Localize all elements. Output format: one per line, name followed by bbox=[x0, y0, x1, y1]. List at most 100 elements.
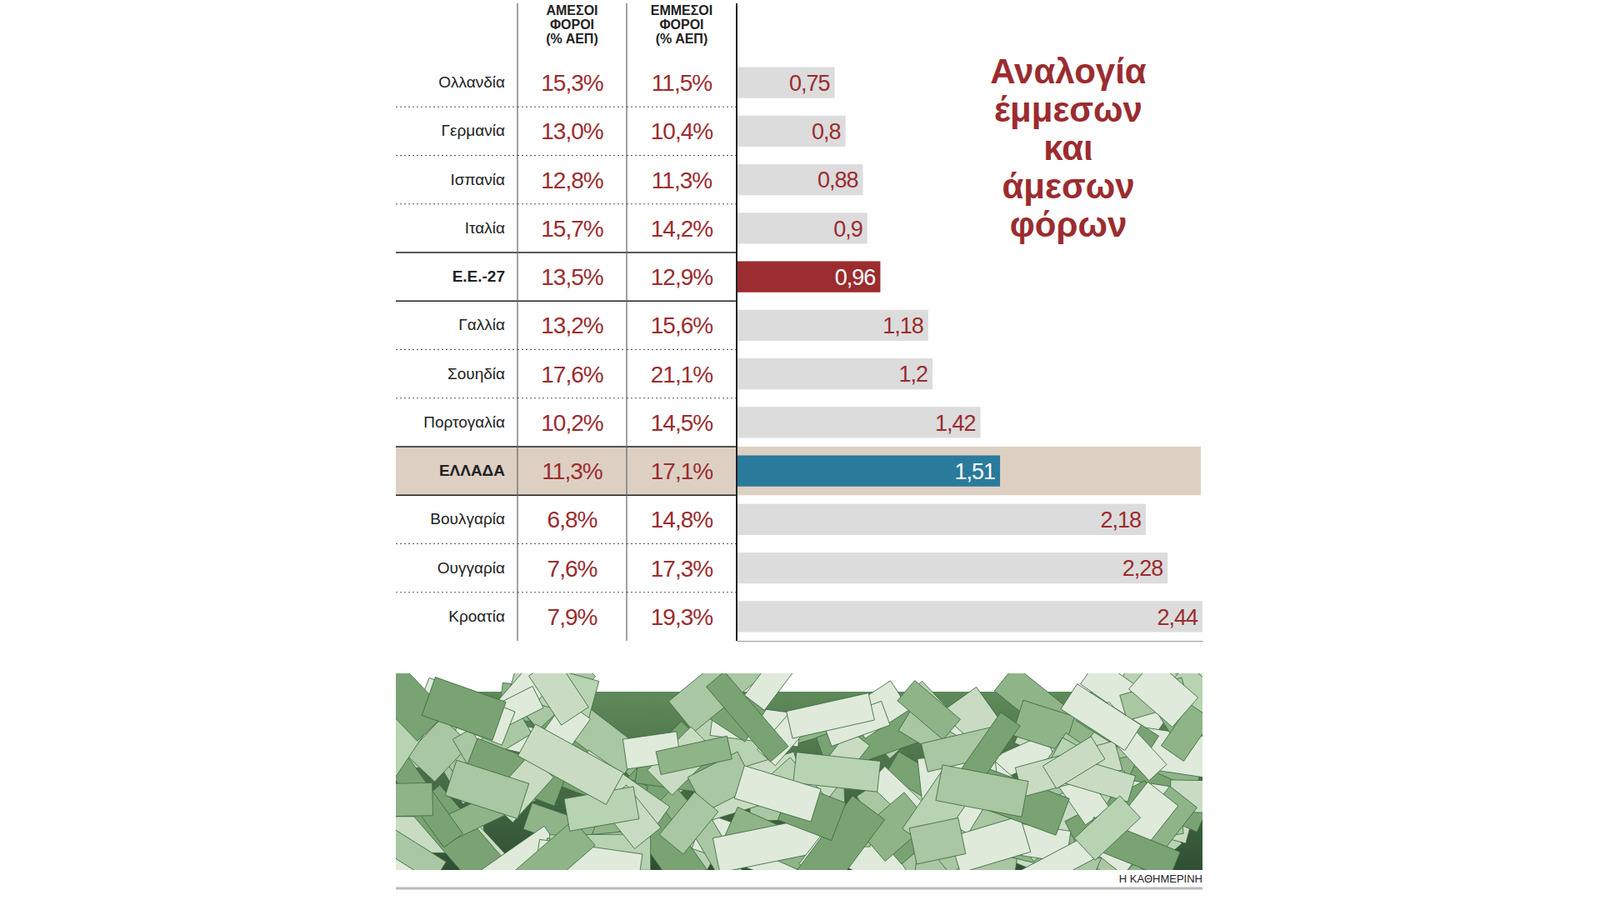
table-value: 15,3% bbox=[540, 70, 603, 96]
decoration bbox=[445, 760, 529, 819]
decoration bbox=[744, 673, 799, 710]
table-value: 17,3% bbox=[650, 555, 713, 582]
row-separators bbox=[395, 106, 737, 593]
row-separator bbox=[626, 591, 737, 593]
row-separator bbox=[626, 397, 737, 399]
data-label: 2,44 bbox=[1156, 605, 1199, 630]
source-rule bbox=[395, 887, 1203, 890]
row-separator bbox=[395, 543, 518, 545]
column-values: 15,3%13,0%12,8%15,7%13,5%13,2%17,6%10,2%… bbox=[540, 70, 603, 630]
bar bbox=[737, 212, 868, 244]
decoration bbox=[529, 673, 590, 725]
table-value: 13,5% bbox=[540, 264, 603, 290]
row-separator bbox=[395, 591, 518, 593]
row-separator bbox=[395, 106, 518, 108]
row-separator bbox=[395, 494, 737, 496]
decoration bbox=[897, 680, 961, 740]
column-header: ΑΜΕΣΟΙΦΟΡΟΙ(% ΑΕΠ) bbox=[545, 3, 599, 46]
bar bbox=[737, 164, 864, 195]
category-axis: Ολλανδία Γερμανία Ισπανία Ιταλία Ε.Ε.-27 Γαλλ… bbox=[423, 59, 505, 642]
column-lines bbox=[517, 3, 737, 641]
row-separator bbox=[626, 543, 737, 545]
decoration bbox=[935, 765, 1029, 817]
tick: ΕΛΛΑΔΑ bbox=[439, 461, 505, 480]
table-value: 13,0% bbox=[540, 118, 603, 145]
decoration bbox=[659, 791, 719, 855]
row-separator bbox=[395, 203, 518, 205]
data-labels: 0,750,80,880,90,961,181,21,421,512,182,2… bbox=[789, 70, 1199, 630]
column-values: 11,5%10,4%11,3%14,2%12,9%15,6%21,1%14,5%… bbox=[650, 70, 713, 630]
tick: Γαλλία bbox=[458, 315, 505, 334]
tick: Σουηδία bbox=[447, 365, 505, 383]
row-separator bbox=[517, 155, 627, 156]
bar bbox=[737, 455, 1000, 486]
row-separator bbox=[517, 203, 627, 205]
row-separator bbox=[626, 106, 737, 108]
table-value: 7,6% bbox=[547, 555, 598, 582]
category-label: Πορτογαλία bbox=[423, 413, 505, 431]
decoration bbox=[421, 677, 506, 741]
category-label: Σουηδία bbox=[447, 365, 505, 383]
row-separator bbox=[395, 349, 518, 350]
bar bbox=[737, 66, 835, 98]
title: Αναλογίαέμμεσωνκαιάμεσωνφόρων bbox=[990, 51, 1146, 245]
tick: Ε.Ε.-27 bbox=[452, 267, 505, 285]
row-separator bbox=[626, 155, 737, 156]
row-separator bbox=[517, 591, 627, 593]
bar bbox=[737, 600, 1203, 632]
tick: Ουγγαρία bbox=[437, 559, 505, 577]
table-value: 6,8% bbox=[547, 506, 598, 533]
data-label: 1,2 bbox=[899, 361, 929, 387]
data-label: 1,18 bbox=[882, 313, 924, 339]
bar bbox=[737, 310, 929, 341]
table-value: 17,6% bbox=[540, 361, 603, 388]
row-separator bbox=[517, 397, 627, 399]
decoration bbox=[734, 765, 821, 822]
tick: Ιταλία bbox=[465, 219, 505, 237]
tick: Γερμανία bbox=[441, 121, 505, 140]
category-label: Γερμανία bbox=[441, 121, 505, 140]
row-separator bbox=[517, 106, 627, 108]
data-label: 0,75 bbox=[789, 70, 830, 96]
column-line bbox=[625, 3, 627, 641]
decoration bbox=[415, 677, 515, 745]
row-separator bbox=[626, 349, 737, 350]
column-line bbox=[735, 3, 738, 641]
bar bbox=[737, 504, 1146, 535]
category-label: Ουγγαρία bbox=[437, 559, 505, 577]
decoration bbox=[1074, 795, 1140, 860]
row-highlight bbox=[395, 446, 1201, 495]
table-value: 13,2% bbox=[540, 312, 603, 339]
row-separator bbox=[395, 445, 737, 448]
category-label: Ιταλία bbox=[465, 219, 505, 237]
axis-line bbox=[737, 640, 1204, 642]
category-label: Γαλλία bbox=[458, 315, 505, 334]
source: Η ΚΑΘΗΜΕΡΙΝΗ bbox=[1119, 872, 1203, 885]
axis-line bbox=[505, 59, 506, 642]
decoration bbox=[1060, 684, 1141, 751]
data-label: 0,8 bbox=[811, 119, 841, 145]
row-separator bbox=[517, 543, 627, 545]
table-value: 12,8% bbox=[540, 167, 603, 194]
tick: Ολλανδία bbox=[438, 73, 505, 91]
decoration bbox=[348, 644, 1233, 900]
table-value: 14,2% bbox=[650, 215, 713, 242]
table-value: 12,9% bbox=[650, 264, 713, 290]
table-value: 14,8% bbox=[650, 506, 713, 533]
row-separator bbox=[395, 251, 737, 254]
row-separator bbox=[395, 300, 737, 302]
data-label: 1,42 bbox=[935, 410, 976, 436]
bar bbox=[737, 115, 846, 147]
row-separator bbox=[517, 349, 627, 350]
table-value: 15,7% bbox=[540, 215, 603, 242]
category-label: Βουλγαρία bbox=[430, 510, 505, 528]
value-axis bbox=[737, 640, 1204, 642]
table-value: 19,3% bbox=[650, 604, 713, 630]
bar bbox=[737, 406, 981, 438]
table-value: 15,6% bbox=[650, 312, 713, 339]
bars bbox=[737, 66, 1203, 632]
tick: Ισπανία bbox=[450, 170, 505, 189]
row-separator bbox=[626, 203, 737, 205]
data-label: 2,28 bbox=[1122, 555, 1164, 581]
tick: Πορτογαλία bbox=[423, 413, 505, 431]
